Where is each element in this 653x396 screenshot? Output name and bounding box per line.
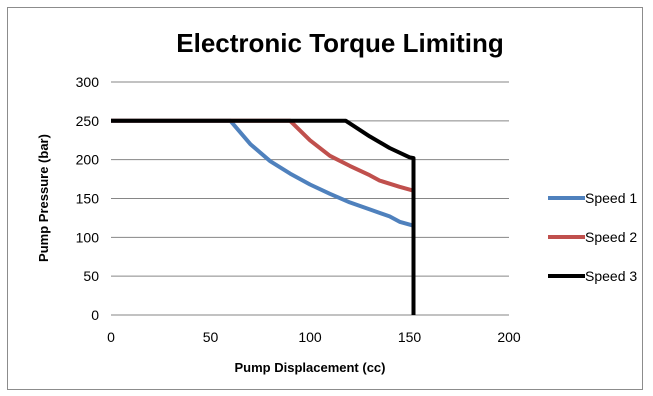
legend: Speed 1 Speed 2 Speed 3	[548, 190, 637, 284]
series-lines	[111, 118, 416, 315]
legend-label: Speed 2	[585, 229, 637, 245]
y-tick-label: 200	[76, 152, 100, 168]
x-tick-label: 200	[497, 329, 521, 345]
chart-title: Electronic Torque Limiting	[176, 28, 503, 58]
legend-label: Speed 1	[585, 190, 637, 206]
gridlines	[111, 81, 509, 316]
x-tick-label: 100	[298, 329, 322, 345]
x-tick-label: 0	[107, 329, 115, 345]
y-tick-labels: 0 50 100 150 200 250 300	[76, 74, 100, 323]
series-line-speed-1	[111, 118, 415, 228]
y-tick-label: 50	[83, 268, 99, 284]
x-tick-label: 150	[398, 329, 422, 345]
series-line-speed-2	[111, 118, 415, 193]
y-tick-label: 0	[91, 307, 99, 323]
y-tick-label: 100	[76, 229, 100, 245]
x-tick-labels: 0 50 100 150 200	[107, 329, 521, 345]
x-tick-label: 50	[203, 329, 219, 345]
y-tick-label: 300	[76, 74, 100, 90]
y-tick-label: 250	[76, 113, 100, 129]
y-tick-label: 150	[76, 191, 100, 207]
legend-label: Speed 3	[585, 268, 637, 284]
y-axis-label: Pump Pressure (bar)	[36, 134, 51, 262]
x-axis-label: Pump Displacement (cc)	[235, 360, 386, 375]
series-line-speed-3	[111, 118, 416, 315]
